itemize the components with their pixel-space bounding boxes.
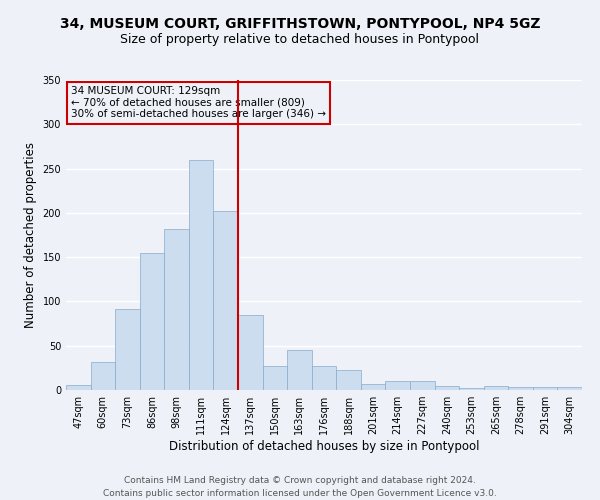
Y-axis label: Number of detached properties: Number of detached properties — [24, 142, 37, 328]
Bar — [238, 314, 263, 390]
Bar — [361, 384, 385, 390]
Bar — [66, 384, 91, 390]
Bar — [533, 388, 557, 390]
Text: 34 MUSEUM COURT: 129sqm
← 70% of detached houses are smaller (809)
30% of semi-d: 34 MUSEUM COURT: 129sqm ← 70% of detache… — [71, 86, 326, 120]
Text: Size of property relative to detached houses in Pontypool: Size of property relative to detached ho… — [121, 32, 479, 46]
Bar — [189, 160, 214, 390]
Bar — [410, 381, 434, 390]
Bar — [336, 370, 361, 390]
Bar — [508, 388, 533, 390]
Bar — [459, 388, 484, 390]
Text: Contains HM Land Registry data © Crown copyright and database right 2024.
Contai: Contains HM Land Registry data © Crown c… — [103, 476, 497, 498]
Bar — [484, 386, 508, 390]
Bar — [287, 350, 312, 390]
Bar — [263, 366, 287, 390]
Bar — [557, 388, 582, 390]
Bar — [164, 229, 189, 390]
Bar — [115, 308, 140, 390]
Bar — [91, 362, 115, 390]
Bar — [434, 386, 459, 390]
Bar — [140, 252, 164, 390]
Bar — [312, 366, 336, 390]
Bar — [385, 381, 410, 390]
Text: 34, MUSEUM COURT, GRIFFITHSTOWN, PONTYPOOL, NP4 5GZ: 34, MUSEUM COURT, GRIFFITHSTOWN, PONTYPO… — [60, 18, 540, 32]
X-axis label: Distribution of detached houses by size in Pontypool: Distribution of detached houses by size … — [169, 440, 479, 453]
Bar — [214, 211, 238, 390]
